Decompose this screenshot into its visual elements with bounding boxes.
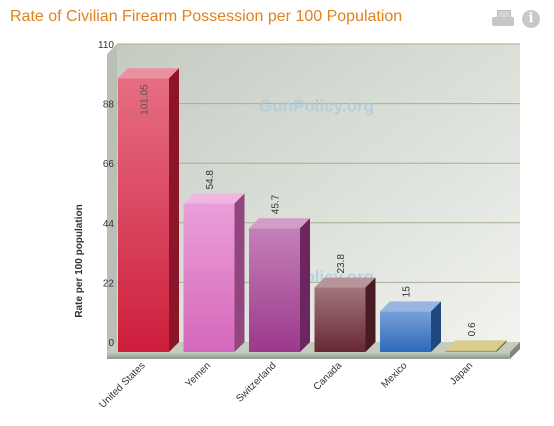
data-label: 54.8 [205,170,216,190]
data-label: 23.8 [336,254,347,274]
bar-side [431,301,441,352]
bar-front [380,311,431,352]
x-tick-label: Yemen [184,360,214,390]
data-label: 0.6 [467,322,478,336]
bar-yemen [183,193,245,352]
y-tick-label: 22 [103,278,115,289]
bar-top [314,277,376,288]
bar-front [249,228,300,352]
bar-side [169,68,179,352]
x-tick-label: Mexico [379,360,409,390]
x-tick-label: Switzerland [234,360,278,404]
bar-switzerland [249,218,310,352]
x-tick-label: Canada [312,360,345,393]
bar-side [365,277,376,352]
bar-mexico [380,301,441,352]
bar-canada [314,277,376,352]
page-title: Rate of Civilian Firearm Possession per … [10,8,403,25]
x-tick-label: Japan [448,360,475,387]
bar-top [380,301,441,312]
y-axis-title: Rate per 100 population [74,204,85,317]
y-tick-label: 110 [98,40,114,51]
y-tick-label: 88 [103,100,115,111]
bar-front [314,287,366,352]
plot-floor-front [107,352,510,359]
bar-top [118,68,179,79]
plot-left-wall [107,44,117,352]
chart-toolbar: i [492,10,540,28]
info-icon[interactable]: i [522,10,540,28]
watermark-text: GunPolicy.org [259,97,374,116]
data-label: 101.05 [140,84,151,115]
y-tick-label: 66 [103,159,115,170]
bar-japan [445,340,507,352]
plot-floor-side [510,342,520,359]
x-tick-label: United States [97,360,147,410]
bar-side [300,218,310,352]
bar-top [249,218,310,229]
bar-top [445,340,507,351]
bar-united-states [118,68,179,352]
y-tick-label: 44 [103,219,115,230]
printer-icon[interactable] [492,10,514,28]
y-tick-label: 0 [108,338,114,349]
bar-front [183,203,235,352]
bar-side [234,193,245,352]
data-label: 15 [402,286,413,298]
bar-side [496,340,507,352]
bar-front [118,78,169,352]
data-label: 45.7 [271,194,282,214]
bar-front [445,350,497,352]
bar-top [183,193,245,204]
